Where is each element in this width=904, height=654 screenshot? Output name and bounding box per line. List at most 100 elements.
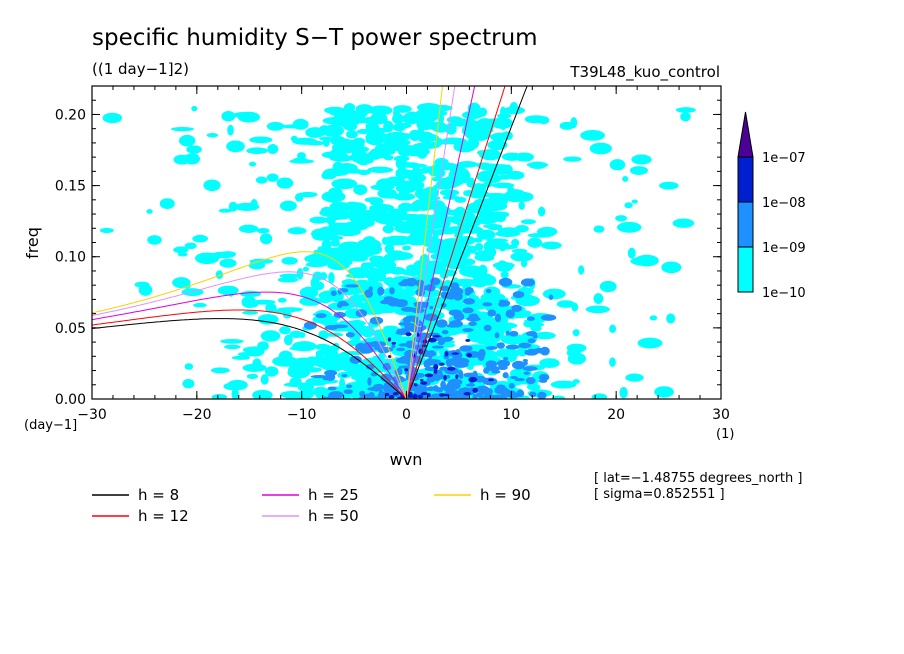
- power-cell-level-2: [383, 296, 395, 302]
- kelvin-curve: [406, 86, 528, 399]
- power-cell-level-3: [404, 368, 409, 372]
- power-cell-level-1: [347, 202, 367, 214]
- power-cell-level-2: [421, 351, 437, 358]
- y-tick-label: 0.20: [55, 107, 86, 123]
- power-cell-level-1: [609, 357, 616, 367]
- power-cell-level-1: [501, 131, 513, 141]
- power-cell-level-1: [609, 159, 626, 171]
- power-cell-level-1: [300, 366, 322, 373]
- power-cell-level-1: [279, 326, 291, 335]
- power-cell-level-2: [358, 396, 373, 399]
- power-cell-level-2: [365, 364, 375, 370]
- power-cell-level-2: [369, 316, 384, 325]
- power-cell-level-1: [255, 176, 268, 184]
- power-cell-level-1: [514, 152, 535, 162]
- power-cell-level-1: [609, 324, 617, 333]
- colorbar: 1e−10 1e−09 1e−08 1e−07: [737, 111, 806, 301]
- power-cell-level-1: [661, 261, 682, 274]
- power-cell-level-1: [474, 243, 484, 251]
- power-cell-level-3: [433, 368, 438, 374]
- power-cell-level-2: [485, 288, 492, 294]
- power-cell-level-1: [542, 288, 566, 300]
- power-cell-level-1: [591, 393, 608, 399]
- power-cell-level-2: [462, 328, 474, 332]
- power-cell-level-1: [346, 130, 358, 139]
- power-cell-level-1: [221, 110, 236, 122]
- power-cell-level-1: [323, 332, 344, 337]
- power-cell-level-1: [541, 241, 562, 250]
- power-cell-level-2: [377, 286, 385, 296]
- power-cell-level-1: [407, 202, 423, 212]
- power-cell-level-3: [405, 332, 412, 337]
- power-cell-level-1: [355, 294, 363, 306]
- power-cell-level-2: [511, 304, 523, 312]
- power-cell-level-1: [319, 136, 334, 141]
- power-cell-level-1: [649, 315, 658, 321]
- power-cell-level-1: [232, 111, 259, 119]
- power-cell-level-1: [343, 103, 356, 113]
- y-tick-label: 0.00: [55, 392, 86, 408]
- power-cell-level-1: [364, 197, 383, 203]
- power-cell-level-2: [364, 289, 373, 298]
- power-cell-level-1: [477, 135, 487, 141]
- power-cell-level-1: [316, 358, 337, 369]
- power-cell-level-2: [378, 389, 384, 397]
- power-cell-level-1: [421, 238, 448, 247]
- power-cell-level-1: [449, 167, 470, 179]
- power-cell-level-1: [348, 113, 359, 124]
- power-cell-level-1: [323, 195, 337, 201]
- power-cell-level-1: [249, 136, 273, 144]
- power-cell-level-1: [333, 167, 356, 174]
- power-cell-level-1: [368, 277, 387, 282]
- power-cell-level-1: [397, 146, 413, 157]
- power-cell-level-1: [292, 118, 309, 130]
- power-cell-level-2: [324, 325, 339, 330]
- legend-label: h = 90: [480, 486, 531, 504]
- power-cell-level-1: [402, 245, 411, 251]
- power-cell-level-1: [343, 220, 369, 231]
- power-cell-level-1: [629, 166, 648, 175]
- power-cell-level-1: [352, 137, 366, 146]
- colorbar-overflow: [737, 111, 754, 158]
- power-cell-level-2: [391, 344, 396, 349]
- power-cell-level-1: [467, 268, 475, 274]
- power-cell-level-1: [492, 182, 515, 189]
- power-cell-level-1: [402, 163, 428, 169]
- legend-label: h = 50: [308, 507, 359, 525]
- power-cell-level-1: [454, 213, 465, 223]
- power-cell-level-2: [472, 394, 478, 399]
- power-cell-level-2: [441, 329, 449, 335]
- power-cell-level-2: [508, 382, 515, 389]
- power-cell-level-1: [311, 281, 325, 291]
- power-cell-level-2: [405, 340, 416, 349]
- power-cell-level-1: [246, 373, 259, 379]
- power-cell-level-1: [495, 322, 518, 329]
- power-cell-level-1: [468, 120, 479, 127]
- colorbar-label: 1e−07: [762, 151, 806, 166]
- power-cell-level-1: [493, 196, 508, 206]
- power-cell-level-2: [446, 361, 453, 367]
- power-cell-level-3: [488, 378, 494, 382]
- power-cell-level-1: [322, 258, 330, 265]
- power-cell-level-1: [292, 157, 309, 164]
- power-cell-level-3: [419, 378, 424, 382]
- power-cell-level-1: [520, 219, 536, 225]
- power-cell-level-1: [324, 106, 346, 114]
- power-cell-level-1: [483, 246, 497, 258]
- power-cell-level-1: [256, 227, 270, 234]
- power-cell-level-3: [451, 352, 460, 355]
- power-cell-level-2: [523, 371, 530, 375]
- power-cell-level-1: [449, 137, 468, 146]
- power-cell-level-1: [389, 213, 409, 222]
- dispersion-curves: [92, 86, 528, 399]
- power-cell-level-2: [327, 386, 337, 391]
- power-cell-level-1: [252, 389, 273, 399]
- power-cell-level-3: [447, 366, 456, 371]
- power-cell-level-1: [321, 172, 331, 180]
- power-cell-level-1: [523, 320, 535, 328]
- power-cell-level-1: [427, 260, 450, 268]
- rossby-curve: [92, 271, 407, 399]
- info-sigma: [ sigma=0.852551 ]: [594, 487, 725, 502]
- power-cell-level-1: [173, 246, 189, 254]
- info-lat: [ lat=−1.48755 degrees_north ]: [594, 471, 802, 486]
